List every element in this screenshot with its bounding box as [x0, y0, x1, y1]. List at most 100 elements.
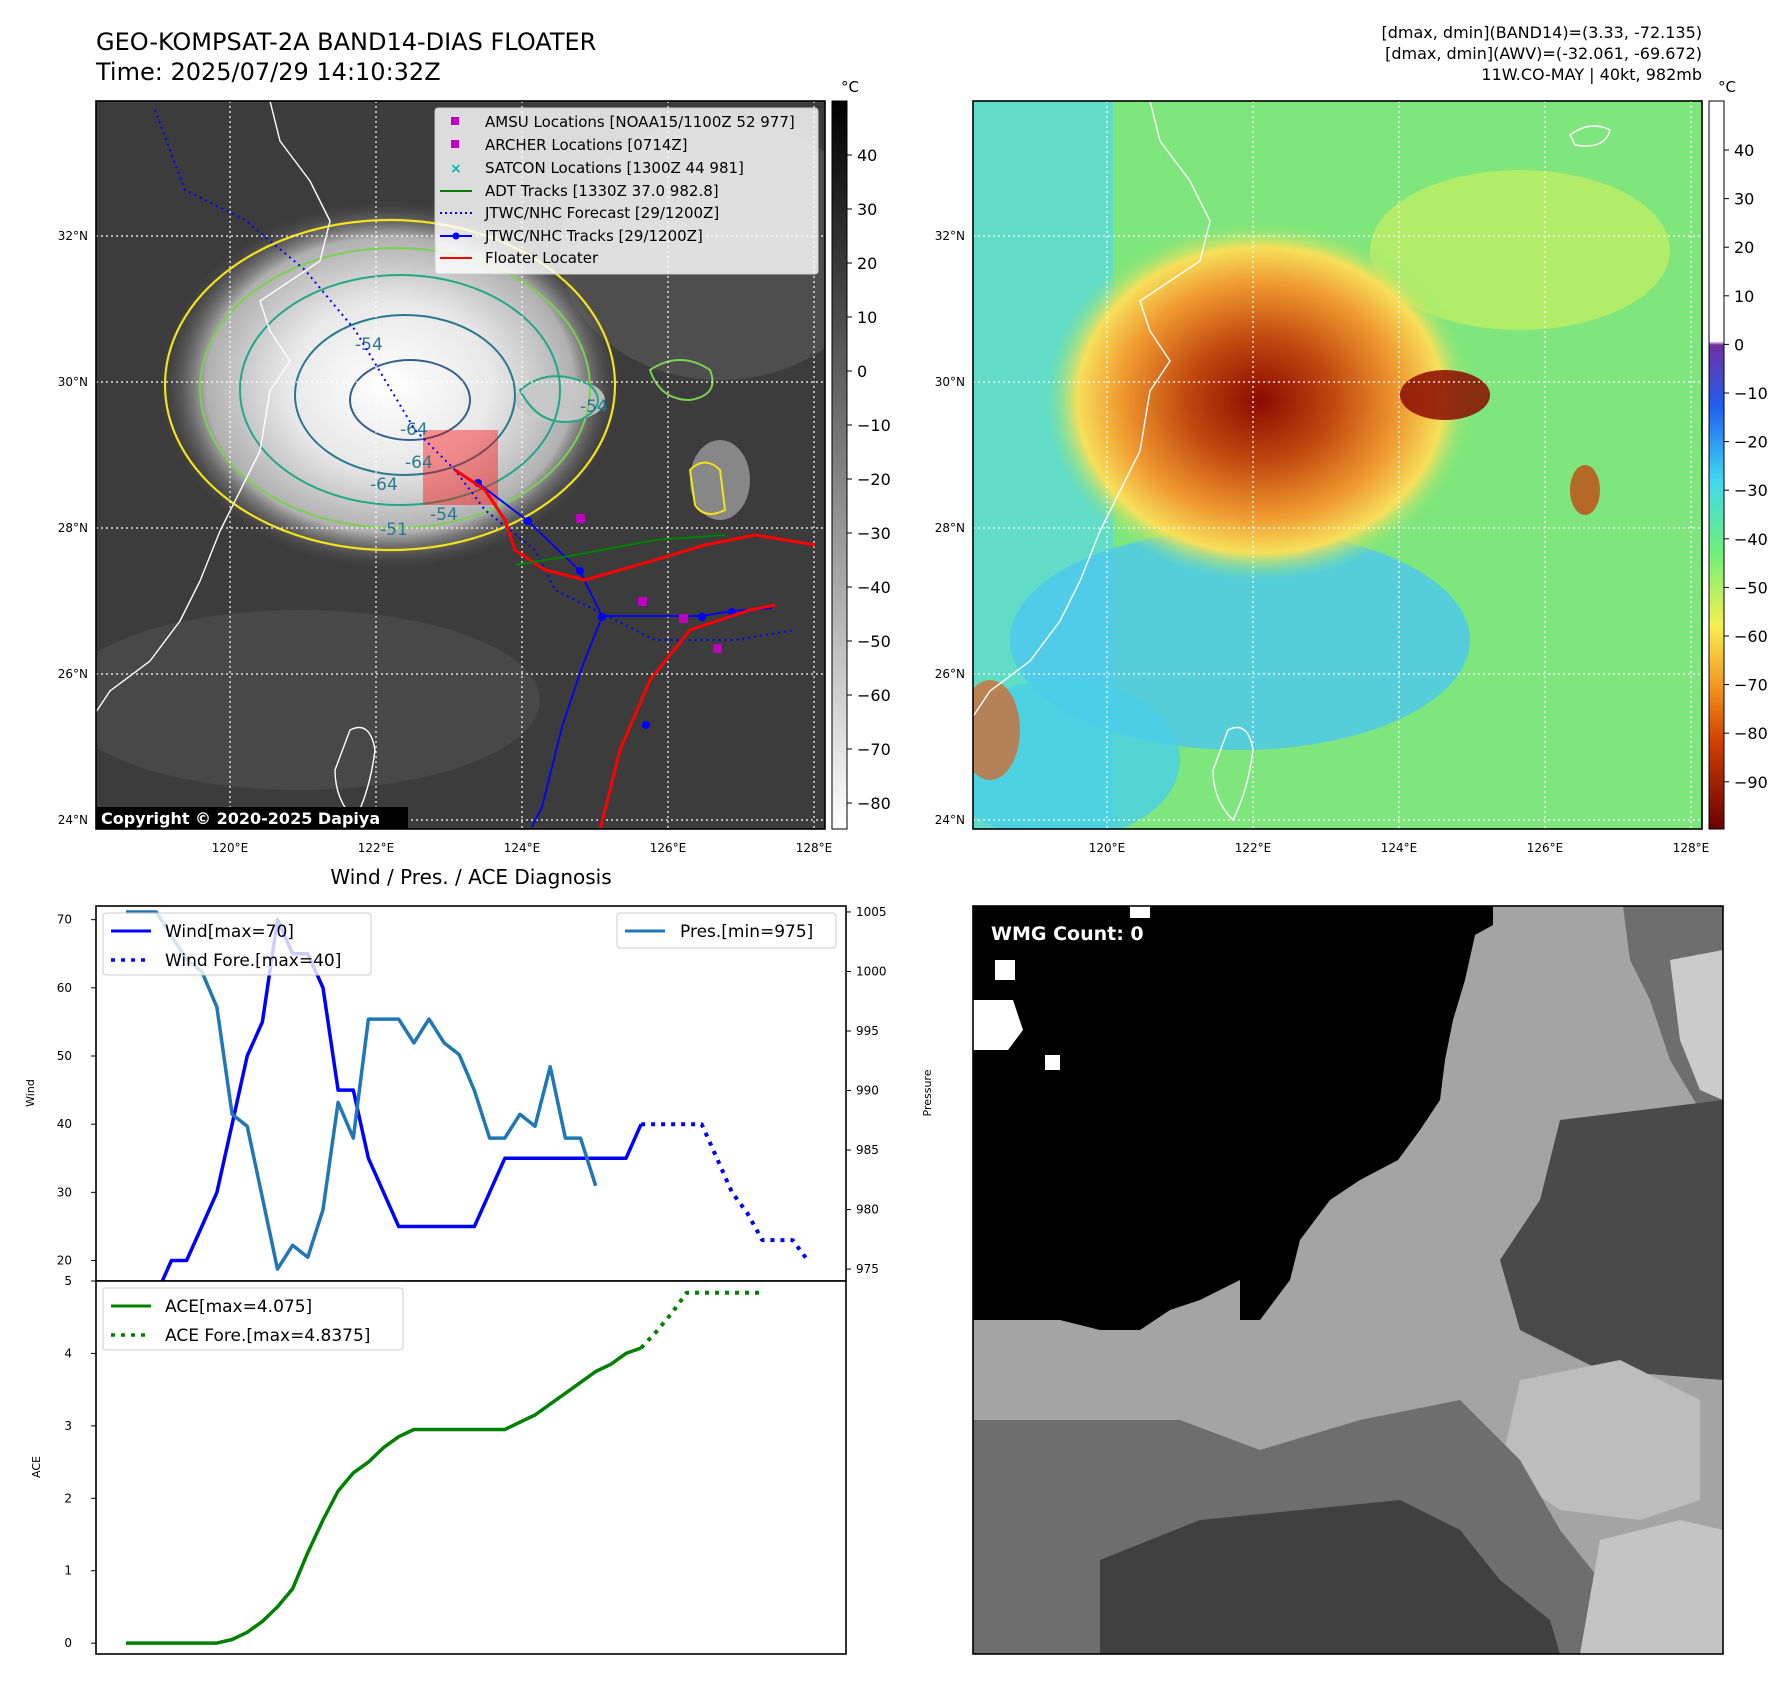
ir-colorbar: °C 40 30 20 10 0 −10 −20 −30 −40 −50 −60 −70 −80	[831, 78, 891, 830]
wmg-white-spots	[973, 906, 1150, 1070]
wv-dry-sw	[973, 680, 1180, 829]
wv-taiwan-outline	[1212, 726, 1254, 822]
axis-tick-label: 990	[856, 1084, 879, 1098]
ir-colorbar-ticks: 40 30 20 10 0 −10 −20 −30 −40 −50 −60 −70 −80	[847, 146, 891, 813]
colorbar-tick-label: −30	[857, 524, 891, 543]
contour-label: -54	[580, 397, 608, 417]
colorbar-tick-label: −80	[857, 794, 891, 813]
axis-tick-label: 1000	[856, 964, 887, 978]
ir-cloud-east	[690, 440, 750, 520]
colorbar-tick-label: 0	[857, 362, 867, 381]
lon-label: 122°E	[1235, 841, 1272, 855]
wv-cell-east	[1400, 370, 1490, 420]
adt-track	[514, 534, 726, 566]
wmg-count: WMG Count: 0	[991, 923, 1144, 945]
colorbar-tick-label: −60	[1734, 627, 1768, 646]
info-awv: [dmax, dmin](AWV)=(-32.061, -69.672)	[1385, 44, 1702, 63]
axis-tick-label: 5	[64, 1274, 72, 1288]
wmg-dark-south	[1100, 1500, 1560, 1654]
colorbar-tick-label: 20	[857, 254, 877, 273]
figure-title: GEO-KOMPSAT-2A BAND14-DIAS FLOATER	[96, 28, 596, 56]
wv-colorbar-bar	[1708, 100, 1725, 830]
axis-tick-label: 3	[64, 1419, 72, 1433]
axis-tick-label: 985	[856, 1143, 879, 1157]
lon-label: 128°E	[796, 841, 833, 855]
colorbar-tick-label: 20	[1734, 238, 1754, 257]
colorbar-tick-label: −50	[857, 632, 891, 651]
legend-satcon-marker: ×	[450, 161, 462, 177]
axis-tick-label: 1005	[856, 905, 887, 919]
wmg-light-east	[1500, 1360, 1700, 1520]
contour-teal-outer	[239, 274, 561, 506]
axis-tick-label: 60	[57, 981, 72, 995]
colorbar-tick-label: −10	[1734, 384, 1768, 403]
wmg-light-se	[1580, 1520, 1723, 1654]
axis-tick-label: 50	[57, 1049, 72, 1063]
axis-tick-label: 1	[64, 1564, 72, 1578]
copyright-box	[96, 807, 408, 829]
pres-ylabel: Pressure	[921, 1069, 934, 1116]
info-band14: [dmax, dmin](BAND14)=(3.33, -72.135)	[1382, 23, 1703, 42]
lat-label: 30°N	[935, 375, 965, 389]
lon-label: 120°E	[1089, 841, 1126, 855]
axis-tick-label: 30	[57, 1185, 72, 1199]
lon-label: 124°E	[1381, 841, 1418, 855]
contour-label: -54	[430, 505, 458, 525]
diag-title: Wind / Pres. / ACE Diagnosis	[330, 865, 611, 889]
lat-label: 28°N	[935, 521, 965, 535]
lat-label: 30°N	[58, 375, 88, 389]
legend-archer-marker	[451, 140, 459, 148]
legend-adt: ADT Tracks [1330Z 37.0 982.8]	[485, 182, 719, 200]
copyright-text: Copyright © 2020-2025 Dapiya	[101, 809, 380, 828]
ir-cloud-sw	[96, 610, 540, 790]
colorbar-tick-label: 10	[857, 308, 877, 327]
contour-east-cell-2	[648, 359, 714, 402]
wind-line	[126, 917, 643, 1297]
wmg-frame	[972, 905, 1724, 1655]
wv-lat-labels: 32°N 30°N 28°N 26°N 24°N	[935, 229, 965, 827]
wv-storm-core	[1045, 220, 1475, 580]
wmg-label-box	[983, 919, 1158, 947]
contour-east-cell-3	[688, 461, 727, 515]
legend-forecast: JTWC/NHC Forecast [29/1200Z]	[484, 204, 719, 222]
contour-east-cell	[518, 375, 599, 423]
colorbar-tick-label: 30	[857, 200, 877, 219]
wv-colorbar-unit: °C	[1718, 78, 1736, 96]
wind-ylabel: Wind	[24, 1079, 37, 1107]
axis-tick-label: 40	[57, 1117, 72, 1131]
colorbar-tick-label: −20	[1734, 433, 1768, 452]
colorbar-tick-label: 40	[1734, 141, 1754, 160]
wmg-dark-east	[1500, 1100, 1723, 1380]
floater-locater-track	[454, 468, 816, 829]
ir-legend: AMSU Locations [NOAA15/1100Z 52 977] ARC…	[434, 107, 819, 275]
legend-archer: ARCHER Locations [0714Z]	[485, 136, 688, 154]
wind-axis-ticks: 70 60 50 40 30 20	[57, 913, 96, 1268]
axis-tick-label: 980	[856, 1203, 879, 1217]
pres-legend-box	[616, 912, 837, 949]
lon-label: 126°E	[1527, 841, 1564, 855]
colorbar-tick-label: −80	[1734, 724, 1768, 743]
axis-tick-label: 995	[856, 1024, 879, 1038]
wv-moist-ne	[1370, 170, 1670, 330]
wv-cell-east-2	[1570, 465, 1600, 515]
wv-grid	[973, 101, 1702, 829]
legend-ace-fore: ACE Fore.[max=4.8375]	[165, 1326, 370, 1346]
wv-map-frame	[972, 100, 1703, 830]
ir-coastline	[96, 101, 331, 714]
contour-label: -51	[380, 520, 408, 540]
legend-tracks-dot	[452, 232, 460, 240]
legend-ace: ACE[max=4.075]	[165, 1297, 312, 1317]
wv-coastline	[973, 101, 1211, 718]
colorbar-tick-label: −90	[1734, 773, 1768, 792]
axis-tick-label: 70	[57, 913, 72, 927]
wv-colorbar: °C 40 30 20 10 0 −10 −20 −30 −40 −50 −60 −70 −80 −90	[1708, 78, 1768, 830]
ace-legend-box	[102, 1287, 404, 1351]
lat-label: 32°N	[935, 229, 965, 243]
wind-series	[126, 910, 810, 1297]
contour-label: -64	[405, 453, 433, 473]
legend-satcon: SATCON Locations [1300Z 44 981]	[485, 159, 744, 177]
info-storm: 11W.CO-MAY | 40kt, 982mb	[1481, 65, 1702, 84]
contour-label: -64	[370, 475, 398, 495]
pressure-line	[126, 910, 598, 1271]
